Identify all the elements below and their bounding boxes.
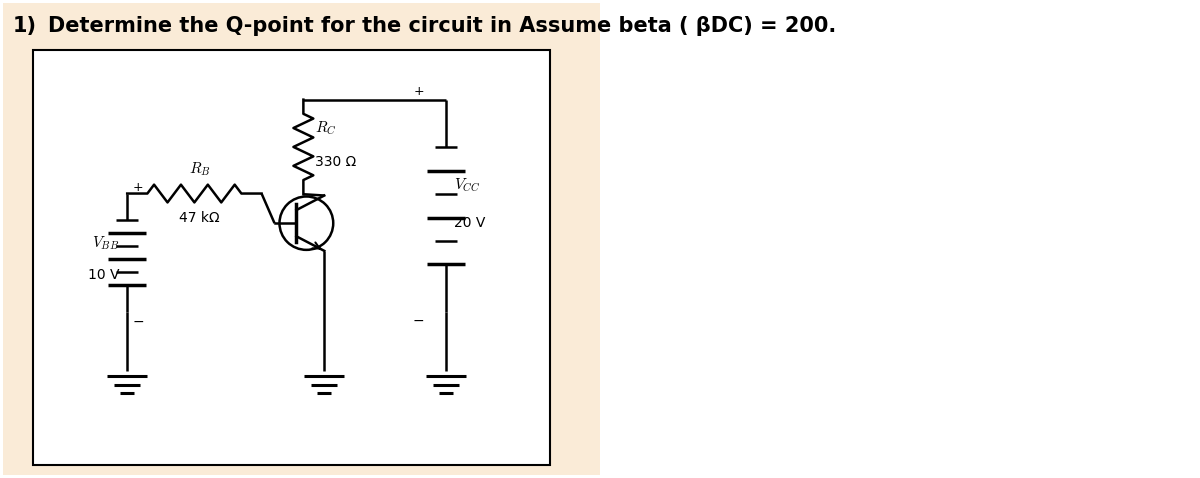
Text: $V_{BB}$: $V_{BB}$ bbox=[92, 234, 119, 252]
Text: 10 V: 10 V bbox=[88, 268, 119, 282]
Text: −: − bbox=[412, 314, 424, 328]
Text: −: − bbox=[132, 315, 144, 329]
FancyBboxPatch shape bbox=[32, 50, 551, 466]
Text: 47 kΩ: 47 kΩ bbox=[179, 211, 220, 225]
Text: $V_{CC}$: $V_{CC}$ bbox=[454, 176, 480, 194]
Text: 330 Ω: 330 Ω bbox=[316, 155, 356, 169]
Text: 1): 1) bbox=[13, 16, 37, 36]
Text: Determine the Q-point for the circuit in Assume beta ( βDC) = 200.: Determine the Q-point for the circuit in… bbox=[48, 16, 836, 36]
Text: +: + bbox=[132, 181, 143, 194]
Text: +: + bbox=[413, 85, 424, 98]
Text: 20 V: 20 V bbox=[454, 216, 485, 230]
Text: $R_B$: $R_B$ bbox=[188, 160, 210, 178]
FancyBboxPatch shape bbox=[2, 3, 600, 475]
Text: $R_C$: $R_C$ bbox=[316, 120, 337, 137]
